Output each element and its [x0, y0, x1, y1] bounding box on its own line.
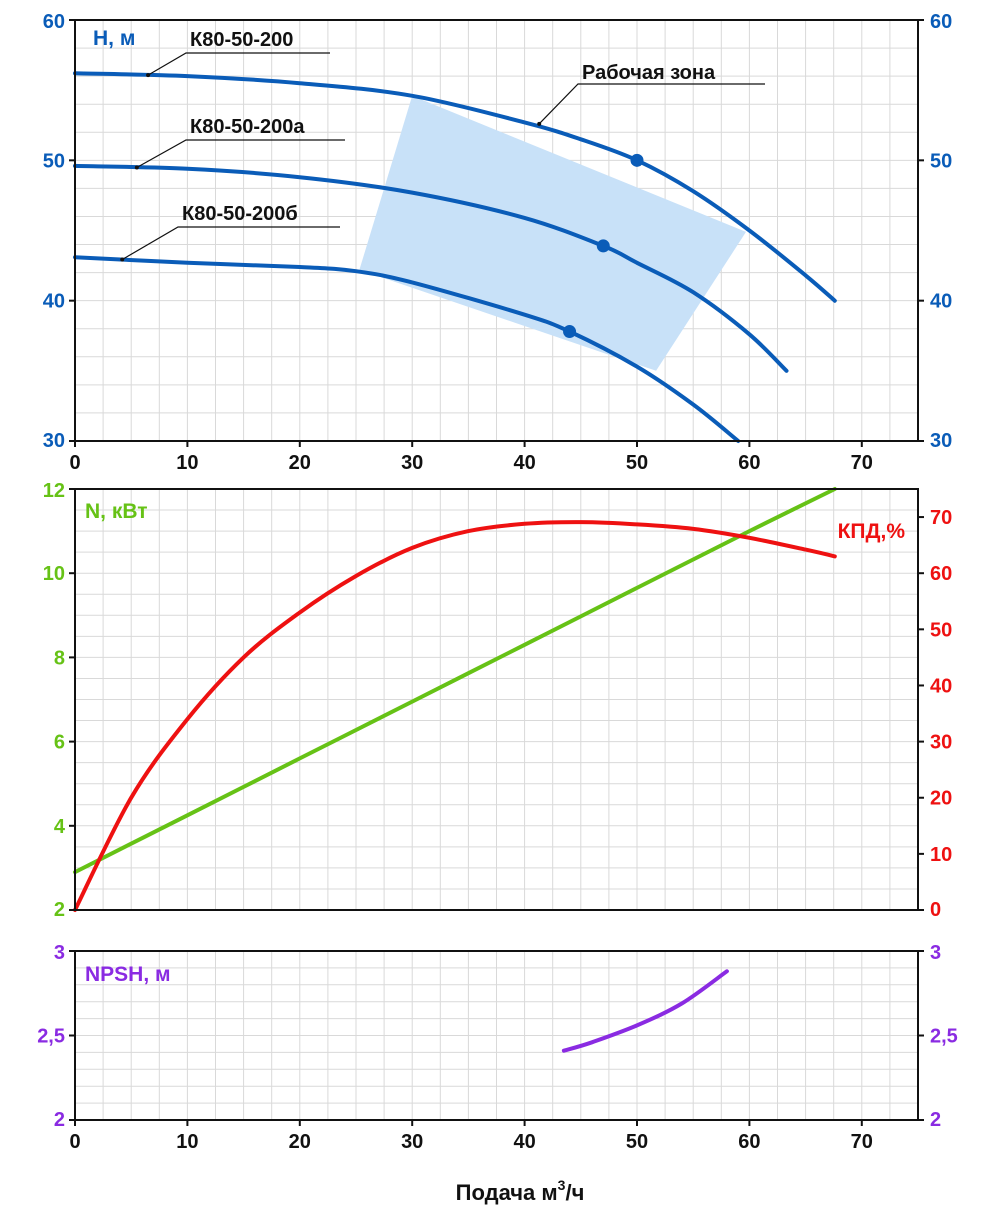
- head-curve-k80-50-200a-leader-line: [136, 139, 345, 169]
- npsh-grid: [74, 950, 919, 1121]
- npsh-curve: [561, 969, 729, 1053]
- x-axis-title-tail: /ч: [565, 1180, 584, 1205]
- head-x-axis-tick-label: 20: [289, 452, 311, 474]
- npsh-x-axis-tick-label: 70: [851, 1131, 873, 1153]
- power-left-axis-tick-label: 12: [43, 480, 65, 502]
- npsh-left-axis-tick-label: 2,5: [37, 1026, 65, 1048]
- efficiency-curve: [73, 520, 837, 912]
- head-right-axis-tick-label: 50: [930, 150, 952, 172]
- efficiency-right-axis-tick-label: 40: [930, 675, 952, 697]
- head-curve-k80-50-200b: [73, 255, 741, 443]
- working-zone-leader-dot: [537, 121, 542, 126]
- power-left-axis-tick-label: 8: [54, 647, 65, 669]
- head-curve-k80-50-200a-leader-dot: [134, 165, 139, 170]
- working-zone-area: [359, 95, 746, 371]
- power-plot-frame: [74, 488, 919, 911]
- head-curve-k80-50-200a: [73, 163, 789, 373]
- head-curve-k80-50-200-operating-point: [630, 153, 644, 167]
- head-curve-k80-50-200-leader-dot: [146, 73, 151, 78]
- npsh-left-axis-tick-label: 2: [54, 1109, 65, 1131]
- head-left-axis-tick-label: 50: [43, 150, 65, 172]
- efficiency-right-axis-tick-label: 0: [930, 899, 941, 921]
- npsh-x-axis-tick-label: 60: [738, 1131, 760, 1153]
- head-x-axis-tick-label: 0: [69, 452, 80, 474]
- working-zone: [359, 95, 746, 371]
- head-curve-k80-50-200b-label: К80-50-200б: [182, 203, 298, 225]
- head-left-axis-tick-label: 30: [43, 430, 65, 452]
- head-left-axis-tick-label: 60: [43, 11, 65, 33]
- working-zone-label: Рабочая зона: [582, 62, 716, 84]
- efficiency-right-axis-tick-label: 50: [930, 619, 952, 641]
- power-axis-title: N, кВт: [85, 500, 148, 523]
- efficiency-right-axis-tick-label: 70: [930, 507, 952, 529]
- head-curve-k80-50-200: [73, 71, 837, 303]
- head-curve-k80-50-200-leader-line: [147, 52, 330, 76]
- head-x-axis-tick-label: 10: [176, 452, 198, 474]
- head-left-axis-tick-label: 40: [43, 291, 65, 313]
- power-left-axis-tick-label: 2: [54, 899, 65, 921]
- head-right-axis-tick-label: 60: [930, 11, 952, 33]
- head-curve-k80-50-200b-operating-point: [563, 325, 577, 339]
- npsh-x-axis-tick-label: 20: [289, 1131, 311, 1153]
- head-x-axis-tick-label: 40: [513, 452, 535, 474]
- x-axis-title: Подача м3/ч: [456, 1177, 585, 1205]
- head-curve-k80-50-200b-leader-line: [121, 226, 340, 261]
- efficiency-right-axis-tick-label: 30: [930, 732, 952, 754]
- npsh-x-axis-tick-label: 40: [513, 1131, 535, 1153]
- working-zone-leader-line: [538, 83, 765, 125]
- head-curve-k80-50-200b-leader-dot: [120, 257, 125, 262]
- head-curve-k80-50-200a-operating-point: [596, 239, 610, 253]
- head-x-axis-tick-label: 50: [626, 452, 648, 474]
- npsh-right-axis-tick-label: 2,5: [930, 1026, 958, 1048]
- npsh-right-axis-tick-label: 2: [930, 1109, 941, 1131]
- head-x-axis-tick-label: 70: [851, 452, 873, 474]
- head-right-axis-tick-label: 30: [930, 430, 952, 452]
- power-left-axis-tick-label: 6: [54, 732, 65, 754]
- npsh-axis-title: NPSH, м: [85, 963, 171, 986]
- efficiency-right-axis-tick-label: 60: [930, 563, 952, 585]
- npsh-x-axis-tick-label: 0: [69, 1131, 80, 1153]
- npsh-x-axis-tick-label: 50: [626, 1131, 648, 1153]
- efficiency-right-axis-tick-label: 20: [930, 788, 952, 810]
- power-curve: [73, 487, 837, 875]
- head-curve-k80-50-200a-label: К80-50-200а: [190, 116, 305, 138]
- power-left-axis-tick-label: 4: [54, 816, 66, 838]
- npsh-left-axis-tick-label: 3: [54, 942, 65, 964]
- head-x-axis-tick-label: 60: [738, 452, 760, 474]
- x-axis-title-main: Подача м: [456, 1180, 558, 1205]
- npsh-right-axis-tick-label: 3: [930, 942, 941, 964]
- head-curve-k80-50-200-label: К80-50-200: [190, 29, 293, 51]
- efficiency-axis-title: КПД,%: [838, 520, 906, 543]
- power-left-axis-tick-label: 10: [43, 563, 65, 585]
- head-plot-frame: [74, 19, 919, 442]
- head-axis-title: H, м: [93, 27, 135, 50]
- npsh-x-axis-tick-label: 30: [401, 1131, 423, 1153]
- npsh-x-axis-tick-label: 10: [176, 1131, 198, 1153]
- efficiency-right-axis-tick-label: 10: [930, 844, 952, 866]
- head-x-axis-tick-label: 30: [401, 452, 423, 474]
- head-right-axis-tick-label: 40: [930, 291, 952, 313]
- x-axis-title-sup: 3: [558, 1177, 566, 1193]
